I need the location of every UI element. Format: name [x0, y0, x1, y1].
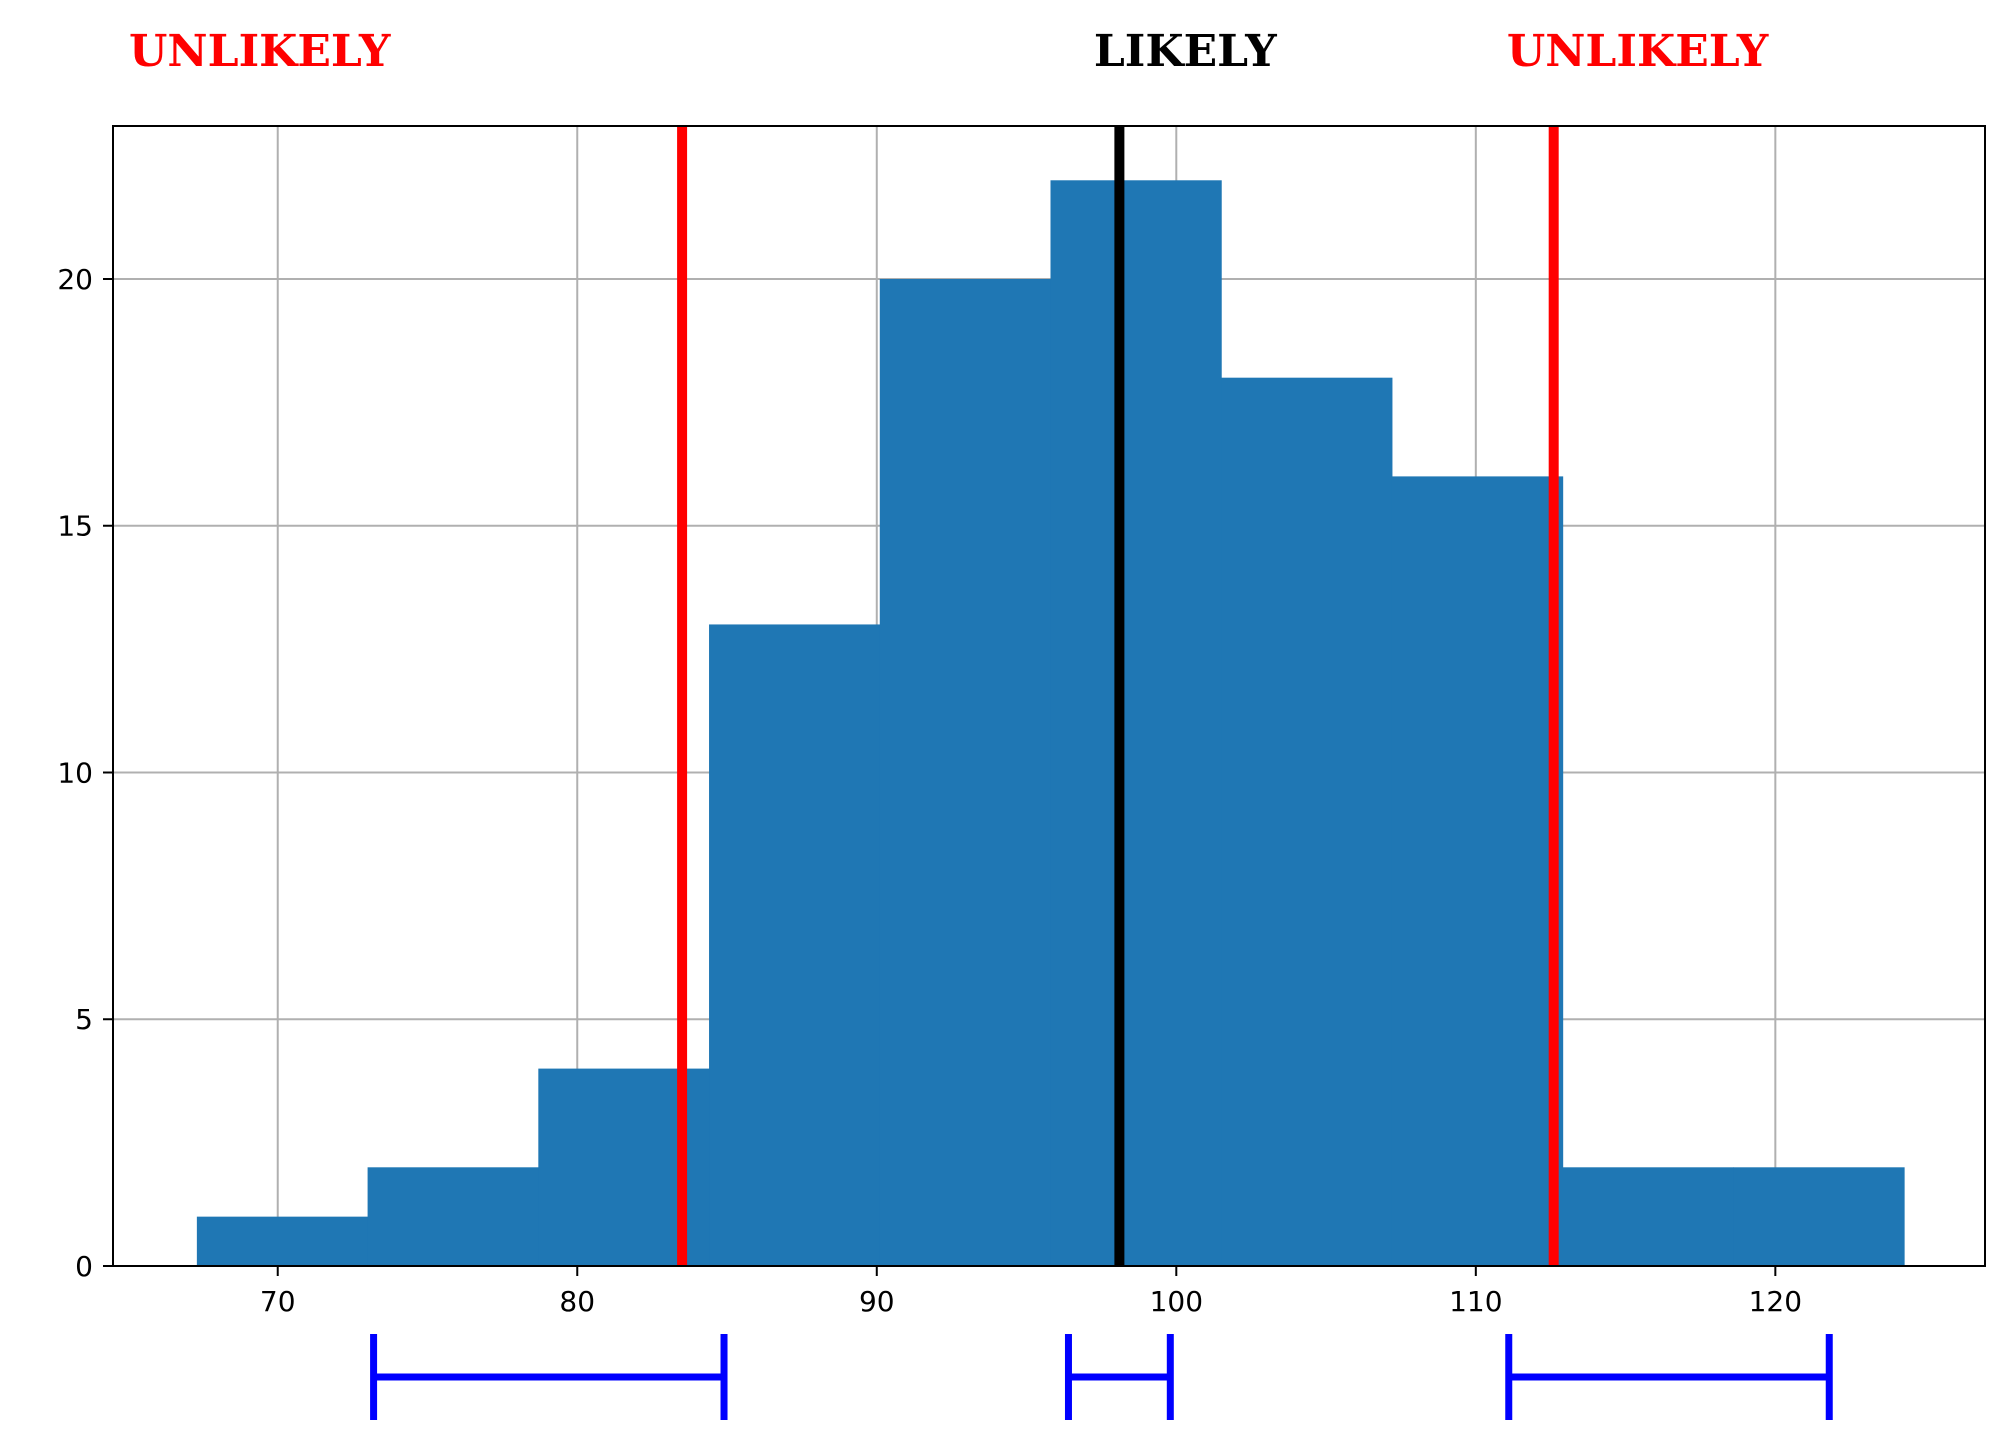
histogram-bar	[709, 624, 881, 1266]
y-tick-label: 10	[57, 756, 93, 789]
x-tick-label: 110	[1449, 1285, 1502, 1318]
y-tick-label: 20	[57, 263, 93, 296]
unlikely-label: UNLIKELY	[129, 26, 391, 77]
x-tick-label: 90	[859, 1285, 895, 1318]
histogram-bars	[196, 180, 1905, 1266]
axis-ticks: 70 80 90 100 110 120 0 5 10 15 20	[57, 263, 1802, 1318]
y-tick-label: 15	[57, 510, 93, 543]
x-tick-label: 80	[559, 1285, 595, 1318]
histogram-bar	[367, 1167, 539, 1266]
histogram-bar	[1391, 476, 1564, 1266]
interval-brackets	[370, 1334, 1833, 1420]
plot-frame	[112, 125, 1986, 1267]
zone-labels: UNLIKELY LIKELY UNLIKELY	[129, 26, 1769, 77]
y-tick-label: 5	[75, 1003, 93, 1036]
threshold-lines	[677, 126, 1559, 1266]
unlikely-label: UNLIKELY	[1507, 26, 1769, 77]
histogram-bar	[1221, 377, 1393, 1266]
histogram-bar	[1562, 1167, 1734, 1266]
histogram-bar	[196, 1216, 369, 1266]
x-tick-label: 120	[1749, 1285, 1802, 1318]
likely-label: LIKELY	[1094, 26, 1277, 77]
y-tick-label: 0	[75, 1250, 93, 1283]
histogram-bar	[1050, 180, 1222, 1266]
x-tick-label: 70	[260, 1285, 296, 1318]
x-tick-label: 100	[1150, 1285, 1203, 1318]
histogram-bar	[879, 278, 1051, 1266]
histogram-bar	[1733, 1167, 1905, 1266]
